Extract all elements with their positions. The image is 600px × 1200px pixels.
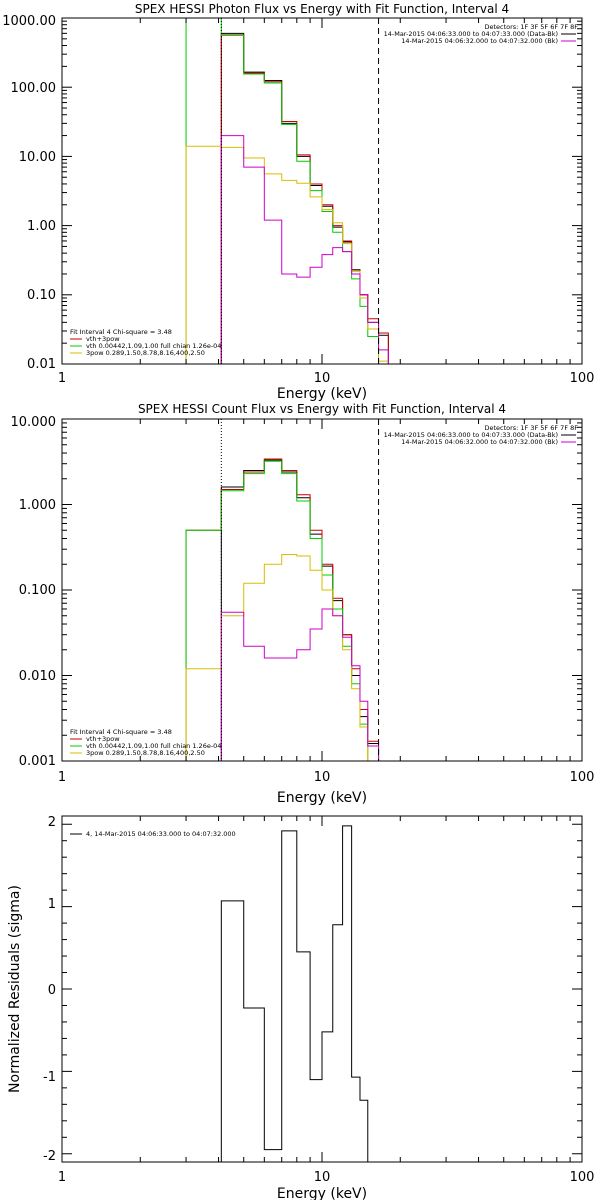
series-line-1 <box>220 34 389 364</box>
y-tick-label: 100.00 <box>11 81 57 96</box>
photon-flux-fit-legend: Fit Interval 4 Chi-square = 3.48 vth+3po… <box>70 328 221 357</box>
y-tick-label: 2 <box>48 815 56 830</box>
photon-flux-title: SPEX HESSI Photon Flux vs Energy with Fi… <box>135 2 509 16</box>
series-line-1 <box>185 458 380 761</box>
y-tick-label: 1000.00 <box>2 14 56 29</box>
x-tick-label: 100 <box>570 1170 595 1185</box>
count-flux-annotations <box>220 419 380 761</box>
info-line-bk: 14-Mar-2015 04:06:32.000 to 04:07:32.000… <box>401 37 558 45</box>
x-tick-label: 10 <box>314 770 331 785</box>
residuals-plot-frame <box>61 815 583 1163</box>
residuals-x-tick-labels: 1 10 100 <box>58 1170 595 1185</box>
series-line-4 <box>220 608 380 761</box>
series-line-3 <box>185 145 389 364</box>
photon-flux-ticks <box>61 18 583 365</box>
x-tick-label: 1 <box>58 1170 66 1185</box>
fit-legend-title: Fit Interval 4 Chi-square = 3.48 <box>70 728 172 736</box>
residuals-y-tick-labels: -2 -1 0 1 2 <box>43 815 56 1164</box>
y-tick-label: -1 <box>43 1070 56 1085</box>
fit-legend-title: Fit Interval 4 Chi-square = 3.48 <box>70 328 172 336</box>
fit-legend-entry: 3pow 0.289,1.50,8.78,8.16,400,2.50 <box>86 349 205 357</box>
count-flux-title: SPEX HESSI Count Flux vs Energy with Fit… <box>138 402 506 416</box>
info-line-bk: 14-Mar-2015 04:06:32.000 to 04:07:32.000… <box>401 438 558 446</box>
photon-flux-annotations <box>220 18 380 364</box>
y-tick-label: 0.01 <box>27 357 56 372</box>
count-flux-info: Detectors: 1F 3F 5F 6F 7F 8F 14-Mar-2015… <box>384 424 579 446</box>
residuals-legend-entry: 4, 14-Mar-2015 04:06:33.000 to 04:07:32.… <box>86 830 236 838</box>
photon-flux-panel: SPEX HESSI Photon Flux vs Energy with Fi… <box>2 2 594 402</box>
series-line-0 <box>220 32 389 364</box>
count-flux-y-tick-labels: 0.001 0.010 0.100 1.000 10.000 <box>11 415 57 769</box>
y-tick-label: 0.100 <box>19 583 56 598</box>
photon-flux-series <box>185 17 389 365</box>
x-tick-label: 10 <box>314 1170 331 1185</box>
series-line-4 <box>220 135 389 364</box>
count-flux-xlabel: Energy (keV) <box>277 790 367 806</box>
photon-flux-x-tick-labels: 1 10 100 <box>58 371 595 386</box>
count-flux-series <box>185 458 380 762</box>
y-tick-label: 0.10 <box>27 288 56 303</box>
y-tick-label: 10.00 <box>19 150 56 165</box>
count-flux-fit-legend: Fit Interval 4 Chi-square = 3.48 vth+3po… <box>70 728 221 757</box>
y-tick-label: 1.00 <box>27 219 56 234</box>
series-line-0 <box>220 825 379 1163</box>
y-tick-label: 0.010 <box>19 669 56 684</box>
fit-legend-entry: vth+3pow <box>86 335 120 343</box>
detectors-label: Detectors: 1F 3F 5F 6F 7F 8F <box>484 23 578 31</box>
fit-legend-entry: vth+3pow <box>86 735 120 743</box>
x-tick-label: 100 <box>570 371 595 386</box>
y-tick-label: 1.000 <box>19 498 56 513</box>
x-tick-label: 10 <box>314 371 331 386</box>
x-tick-label: 1 <box>58 770 66 785</box>
residuals-ticks <box>61 816 583 1162</box>
residuals-panel: Energy (keV) Normalized Residuals (sigma… <box>7 815 594 1200</box>
y-tick-label: -2 <box>43 1149 56 1164</box>
y-tick-label: 0.001 <box>19 754 56 769</box>
series-line-3 <box>185 554 379 762</box>
y-tick-label: 0 <box>48 983 56 998</box>
info-line-data-bk: 14-Mar-2015 04:06:33.000 to 04:07:33.000… <box>384 431 558 439</box>
y-tick-label: 1 <box>48 897 56 912</box>
series-line-2 <box>185 17 389 365</box>
series-line-2 <box>185 460 379 762</box>
count-flux-ticks <box>61 419 583 762</box>
residuals-ylabel: Normalized Residuals (sigma) <box>7 885 23 1093</box>
fit-legend-entry: vth 0.00442,1.09,1.00 full chian 1.26e-0… <box>86 342 221 350</box>
residuals-series <box>220 825 379 1163</box>
residuals-xlabel: Energy (keV) <box>277 1186 367 1200</box>
count-flux-panel: SPEX HESSI Count Flux vs Energy with Fit… <box>11 402 595 806</box>
photon-flux-y-tick-labels: 0.01 0.10 1.00 10.00 100.00 1000.00 <box>2 14 56 372</box>
info-line-data-bk: 14-Mar-2015 04:06:33.000 to 04:07:33.000… <box>384 30 558 38</box>
fit-legend-entry: vth 0.00442,1.09,1.00 full chian 1.26e-0… <box>86 742 221 750</box>
detectors-label: Detectors: 1F 3F 5F 6F 7F 8F <box>484 424 578 432</box>
residuals-legend: 4, 14-Mar-2015 04:06:33.000 to 04:07:32.… <box>70 830 236 838</box>
x-tick-label: 1 <box>58 371 66 386</box>
y-tick-label: 10.000 <box>11 415 57 430</box>
photon-flux-xlabel: Energy (keV) <box>277 386 367 402</box>
x-tick-label: 100 <box>570 770 595 785</box>
series-line-0 <box>220 459 380 761</box>
count-flux-x-tick-labels: 1 10 100 <box>58 770 595 785</box>
fit-legend-entry: 3pow 0.289,1.50,8.78,8.16,400,2.50 <box>86 749 205 757</box>
photon-flux-info: Detectors: 1F 3F 5F 6F 7F 8F 14-Mar-2015… <box>384 23 579 45</box>
